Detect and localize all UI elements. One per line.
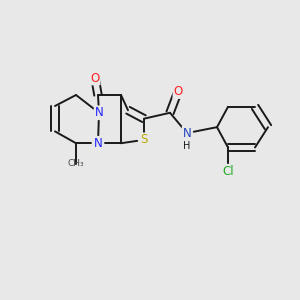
- Text: H: H: [183, 141, 191, 151]
- Text: N: N: [94, 137, 102, 150]
- Text: N: N: [183, 127, 191, 140]
- Text: O: O: [173, 85, 183, 98]
- Text: CH₃: CH₃: [68, 159, 84, 168]
- Text: S: S: [140, 133, 148, 146]
- Text: O: O: [90, 72, 100, 85]
- Text: N: N: [94, 106, 103, 119]
- Text: Cl: Cl: [222, 165, 234, 178]
